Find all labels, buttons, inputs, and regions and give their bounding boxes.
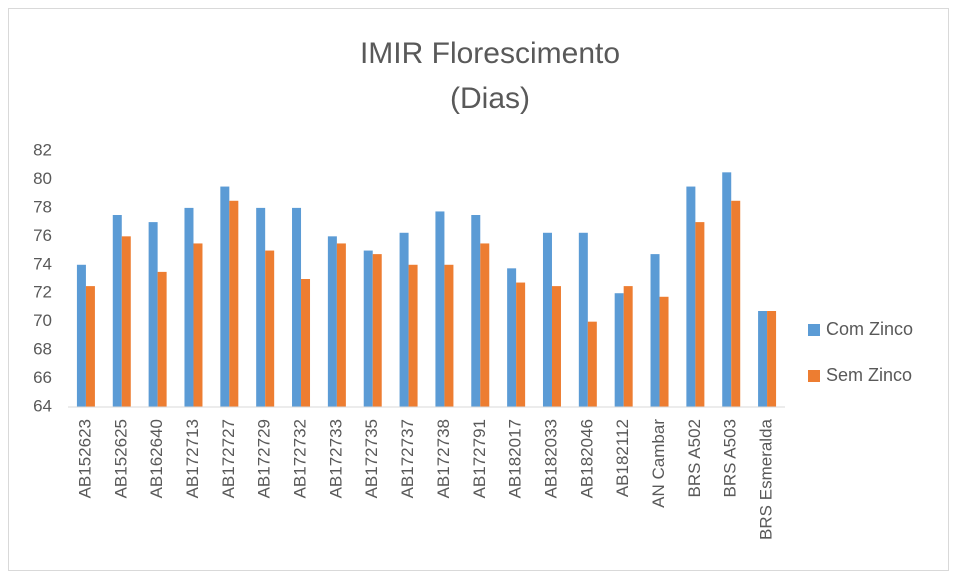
x-tick-label: AB172738	[434, 419, 453, 498]
x-tick-label: AB182046	[577, 419, 596, 498]
bar	[731, 200, 741, 407]
bar	[722, 172, 732, 407]
bar	[659, 296, 669, 407]
bar	[256, 207, 266, 407]
x-tick-label: AB182033	[541, 419, 560, 498]
x-tick-label: AB152625	[111, 419, 130, 498]
bar	[327, 236, 337, 407]
bar	[184, 207, 194, 407]
bar	[686, 186, 696, 407]
bar	[336, 243, 346, 407]
bar	[516, 282, 526, 407]
bar	[372, 254, 382, 407]
bar	[471, 215, 481, 407]
bar	[587, 321, 597, 407]
x-tick-label: AB182112	[613, 419, 632, 497]
bar	[758, 311, 768, 407]
bar	[148, 222, 158, 407]
bar	[650, 254, 660, 407]
bar	[157, 271, 167, 407]
y-tick-label: 78	[33, 197, 52, 216]
x-tick-label: AB172733	[326, 419, 345, 498]
y-tick-label: 70	[33, 311, 52, 330]
x-tick-label: AB152623	[75, 419, 94, 498]
y-tick-label: 72	[33, 283, 52, 302]
x-tick-label: AB182017	[506, 419, 525, 498]
bar	[399, 232, 409, 407]
x-tick-label: AB172713	[183, 419, 202, 498]
bar	[444, 264, 454, 407]
x-tick-label: AN Cambar	[649, 419, 668, 508]
legend-swatch	[808, 370, 820, 382]
legend-swatch	[808, 324, 820, 336]
bar	[363, 250, 373, 407]
bar	[301, 279, 311, 407]
bar	[435, 211, 445, 407]
x-tick-label: AB172735	[362, 419, 381, 498]
bar	[121, 236, 131, 407]
y-tick-label: 80	[33, 169, 52, 188]
x-tick-label: AB172791	[470, 419, 489, 498]
y-tick-label: 82	[33, 140, 52, 159]
bar	[480, 243, 490, 407]
bar	[623, 286, 633, 407]
bar	[85, 286, 95, 407]
x-tick-label: BRS A502	[685, 419, 704, 497]
bar	[542, 232, 552, 407]
bar	[229, 200, 239, 407]
bar	[220, 186, 230, 407]
x-tick-label: AB172727	[219, 419, 238, 498]
x-tick-label: AB172732	[291, 419, 310, 498]
bar	[551, 286, 561, 407]
bar	[265, 250, 275, 407]
legend-label: Com Zinco	[826, 319, 913, 339]
bar	[614, 293, 624, 407]
chart-title: IMIR Florescimento	[360, 37, 620, 70]
y-tick-label: 64	[33, 396, 52, 415]
legend-label: Sem Zinco	[826, 365, 912, 385]
bar	[193, 243, 203, 407]
chart-subtitle: (Dias)	[450, 82, 530, 115]
x-tick-label: BRS A503	[721, 419, 740, 497]
bar	[578, 232, 588, 407]
y-tick-label: 76	[33, 226, 52, 245]
x-tick-label: AB172729	[255, 419, 274, 498]
bar	[76, 264, 86, 407]
bar	[408, 264, 418, 407]
bar	[112, 215, 122, 407]
y-tick-label: 68	[33, 340, 52, 359]
bar	[767, 311, 777, 407]
x-tick-label: AB162640	[147, 419, 166, 498]
x-tick-label: AB172737	[398, 419, 417, 498]
bar	[507, 268, 517, 407]
y-tick-label: 66	[33, 368, 52, 387]
y-tick-label: 74	[33, 254, 52, 273]
bar	[292, 207, 302, 407]
x-tick-label: BRS Esmeralda	[757, 418, 776, 539]
bar	[695, 222, 705, 407]
